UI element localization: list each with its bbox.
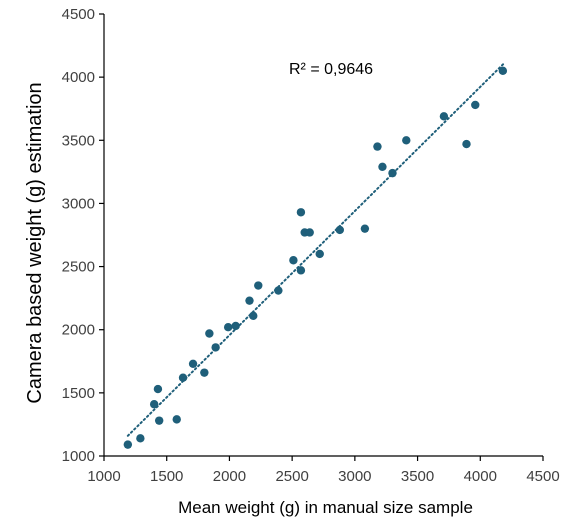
x-tick-label: 2000	[213, 468, 246, 485]
data-point	[136, 434, 145, 443]
data-point	[305, 228, 314, 237]
x-tick-label: 4000	[464, 468, 497, 485]
data-point	[211, 343, 220, 352]
data-point	[231, 321, 240, 331]
data-point	[200, 368, 209, 377]
data-point	[153, 384, 163, 394]
x-tick-label: 3500	[401, 468, 434, 485]
data-point	[462, 139, 471, 149]
y-tick-label: 2500	[62, 259, 95, 276]
data-point	[223, 322, 233, 332]
axes: 1000 1500 2000 2500 3000 3500 4000 4500 1000 150…	[62, 6, 560, 485]
data-point	[249, 311, 258, 321]
y-axis-title: Camera based weight (g) estimation	[24, 82, 46, 403]
data-point	[188, 359, 198, 369]
x-tick-label: 1500	[150, 468, 183, 485]
y-tick-label: 3500	[62, 132, 95, 149]
data-point	[172, 415, 181, 424]
y-tick-label: 1500	[62, 385, 95, 402]
y-tick-label: 2000	[62, 322, 95, 339]
x-tick-label: 4500	[526, 468, 559, 485]
data-point	[178, 373, 188, 382]
data-point	[378, 162, 387, 172]
data-point	[335, 225, 345, 235]
data-point	[245, 296, 254, 305]
x-axis-title: Mean weight (g) in manual size sample	[178, 498, 473, 517]
data-point	[498, 66, 508, 76]
x-tick-label: 3000	[338, 468, 371, 485]
data-point	[289, 256, 298, 265]
y-tick-label: 3000	[62, 195, 95, 212]
data-point	[439, 112, 449, 121]
x-axis-ticks: 1000 1500 2000 2500 3000 3500 4000 4500	[87, 456, 560, 485]
x-tick-label: 1000	[87, 468, 120, 485]
x-tick-label: 2500	[275, 468, 308, 485]
y-tick-label: 4500	[62, 6, 95, 23]
data-point	[402, 136, 411, 145]
y-axis-ticks: 1000 1500 2000 2500 3000 3500 4000 4500	[62, 6, 104, 465]
data-point	[388, 168, 397, 178]
data-point	[274, 286, 283, 295]
data-point	[205, 329, 214, 338]
data-point	[123, 440, 133, 449]
y-tick-label: 4000	[62, 69, 95, 86]
data-point	[149, 400, 159, 409]
data-point	[296, 208, 306, 217]
data-point	[154, 416, 164, 425]
data-point	[315, 249, 324, 259]
trendline	[126, 62, 506, 437]
data-point	[373, 142, 382, 151]
data-point	[360, 224, 370, 233]
r-squared-annotation: R² = 0,9646	[289, 61, 373, 78]
data-point	[254, 281, 263, 290]
y-tick-label: 1000	[62, 448, 95, 465]
data-point	[471, 100, 480, 110]
data-points	[123, 66, 508, 449]
data-point	[296, 266, 306, 275]
